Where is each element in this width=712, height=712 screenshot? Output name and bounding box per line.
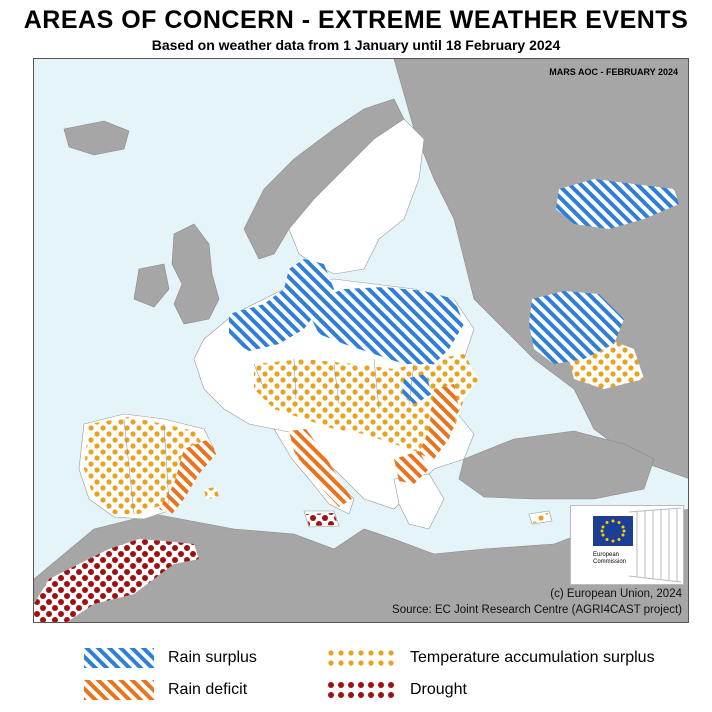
european-commission-logo: European Commission [570, 505, 684, 585]
drought-region-sicily [306, 513, 338, 526]
legend-item-temperature-surplus: Temperature accumulation surplus [326, 648, 655, 668]
rain-surplus-label: Rain surplus [168, 649, 257, 666]
rain-surplus-regions [229, 179, 679, 404]
credits: (c) European Union, 2024 Source: EC Join… [392, 586, 682, 618]
map-title: AREAS OF CONCERN - EXTREME WEATHER EVENT… [23, 6, 689, 34]
map-code-label: MARS AOC - FEBRUARY 2024 [549, 67, 678, 77]
temperature-surplus-swatch [326, 648, 396, 668]
legend-item-drought: Drought [326, 680, 467, 700]
rain-deficit-regions [159, 384, 459, 514]
map-panel: MARS AOC - FEBRUARY 2024 European Commis… [33, 58, 689, 623]
copyright-text: (c) European Union, 2024 [550, 588, 682, 600]
map-subtitle: Based on weather data from 1 January unt… [151, 37, 561, 53]
temperature-surplus-label: Temperature accumulation surplus [410, 649, 655, 666]
rain-deficit-swatch [84, 680, 154, 700]
legend: Rain surplus Rain deficit Temperature ac… [0, 640, 712, 712]
ec-logo-line2: Commission [593, 559, 626, 565]
rain-surplus-swatch [84, 648, 154, 668]
source-text: Source: EC Joint Research Centre (AGRI4C… [392, 604, 682, 616]
drought-label: Drought [410, 681, 467, 698]
drought-swatch [326, 680, 396, 700]
europe-map [34, 59, 688, 622]
rain-deficit-label: Rain deficit [168, 681, 248, 698]
legend-item-rain-deficit: Rain deficit [84, 680, 247, 700]
legend-item-rain-surplus: Rain surplus [84, 648, 257, 668]
borders [123, 358, 415, 515]
drought-region [34, 539, 199, 622]
ec-logo-line1: European [593, 552, 619, 558]
